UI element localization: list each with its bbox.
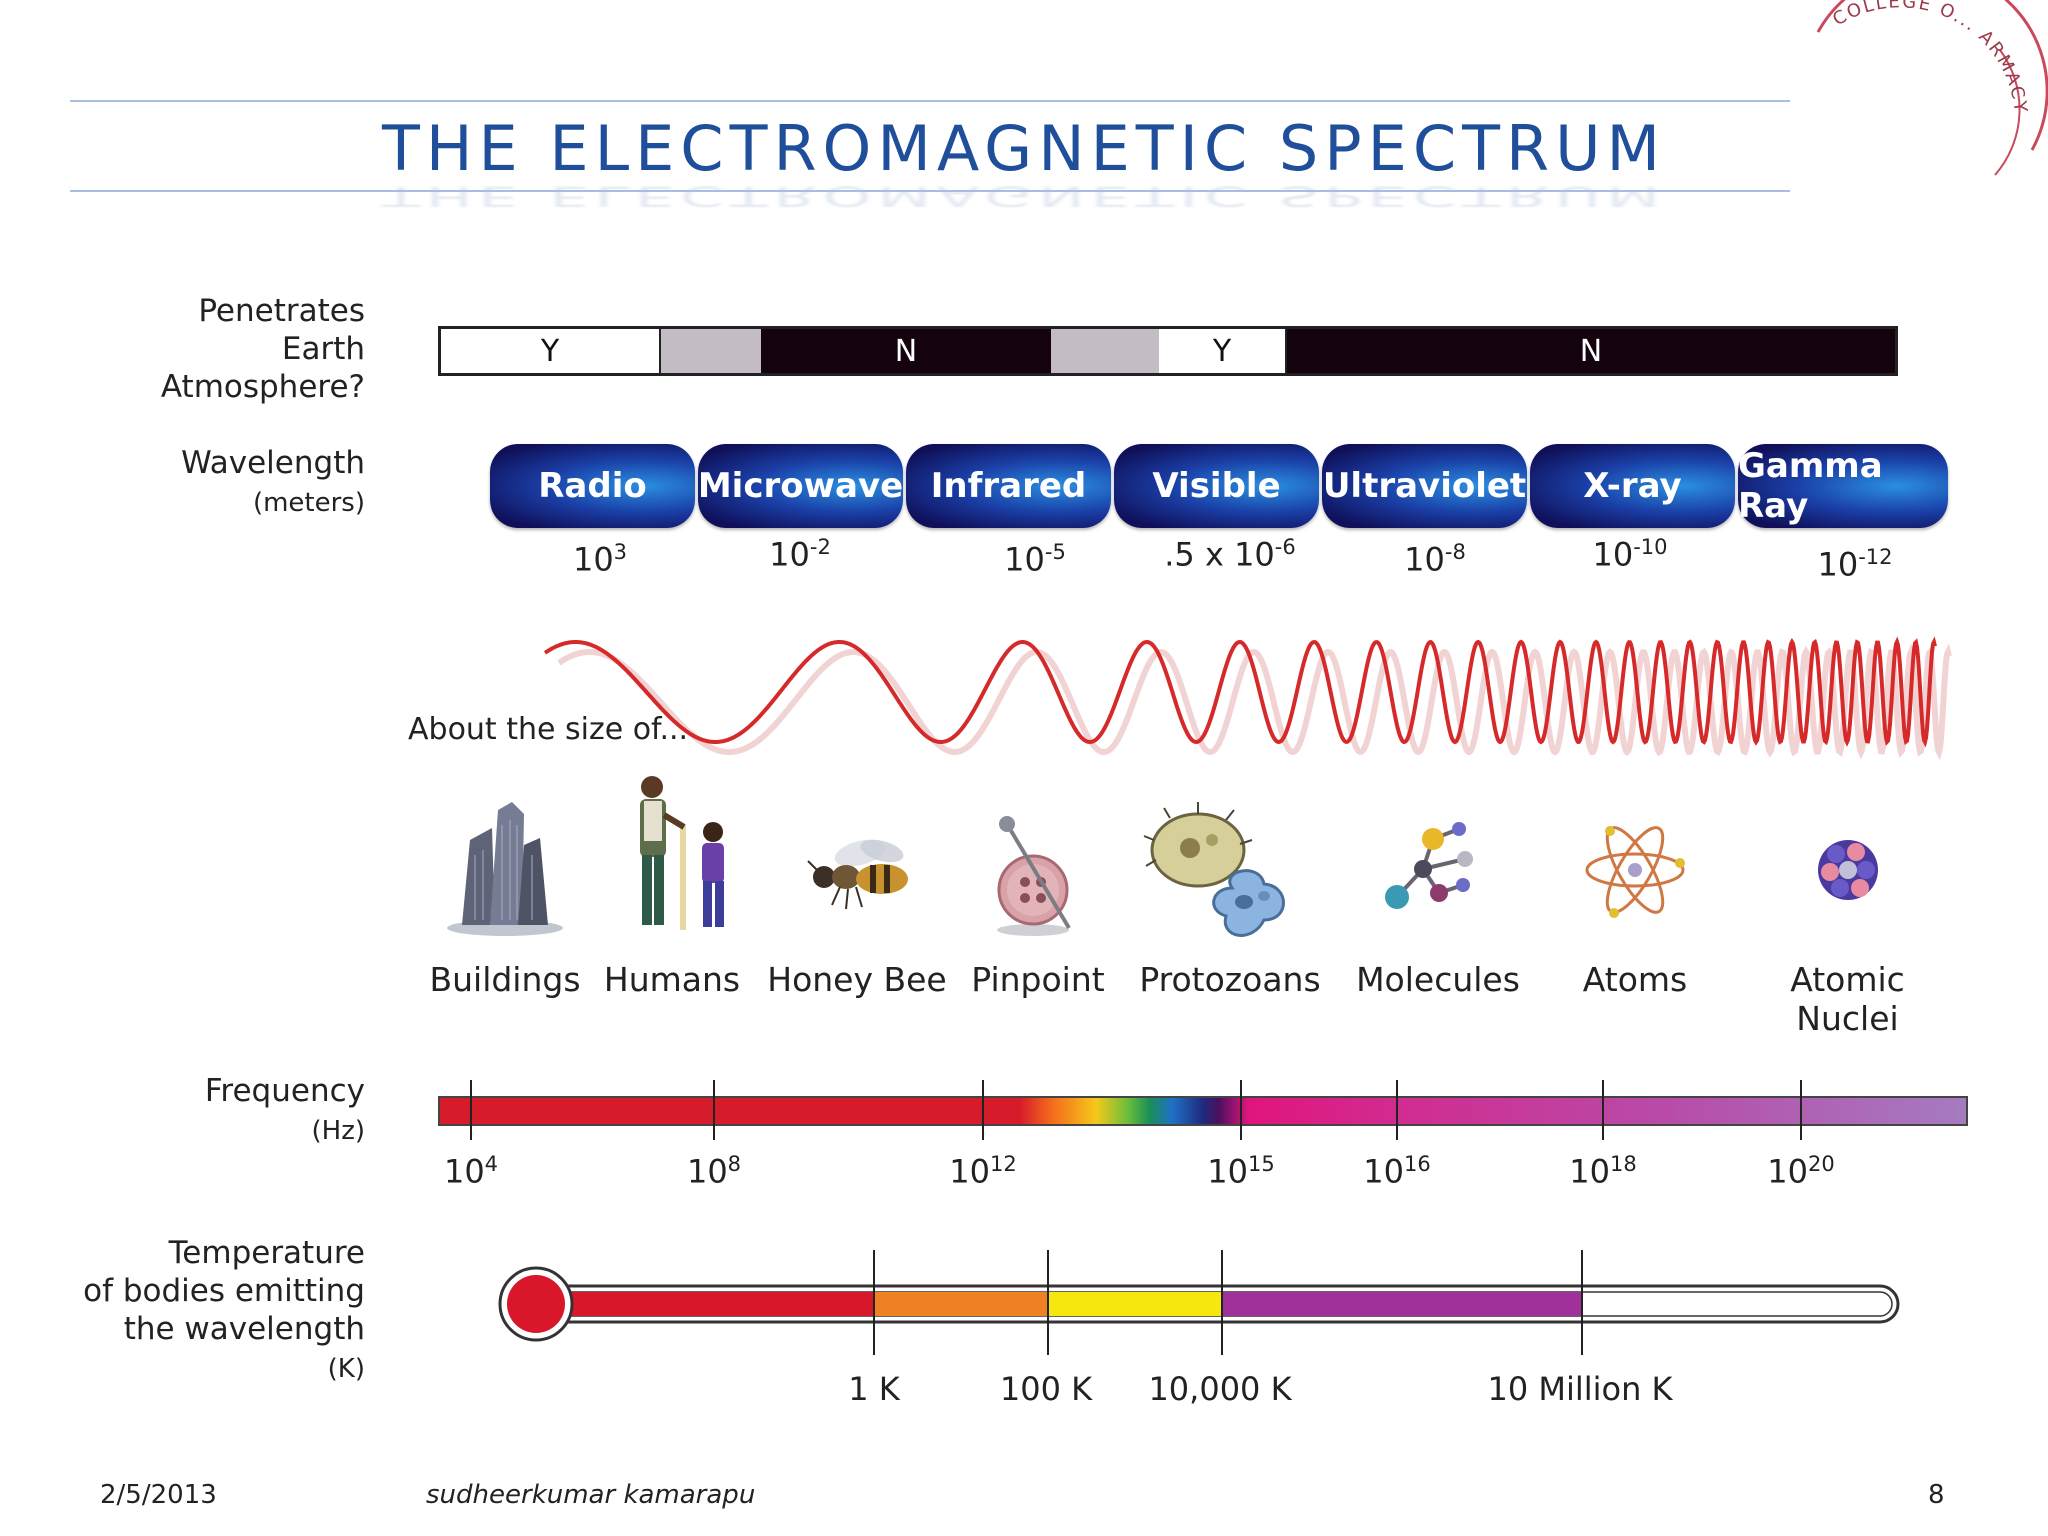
- frequency-tick: [1602, 1080, 1604, 1140]
- frequency-tick: [1396, 1080, 1398, 1140]
- college-seal-logo: COLLEGE O... ARMACY: [1816, 0, 2048, 176]
- temperature-tick: [1221, 1250, 1223, 1355]
- temperature-label: Temperature of bodies emitting the wavel…: [83, 1235, 365, 1384]
- frequency-tick: [470, 1080, 472, 1140]
- humans-icon: [640, 776, 724, 930]
- penetration-yes-radio: Y: [441, 329, 661, 373]
- object-label-buildings: Buildings: [429, 960, 581, 999]
- penetrates-label: Penetrates Earth Atmosphere?: [160, 293, 365, 405]
- temperature-tick: [1581, 1250, 1583, 1355]
- penetration-yes-visible: Y: [1159, 329, 1287, 373]
- penetration-partial-2: [1051, 329, 1159, 373]
- frequency-color-bar: [438, 1096, 1968, 1126]
- wavelength-label: Wavelength (meters): [181, 445, 365, 518]
- slide-title: THE ELECTROMAGNETIC SPECTRUM: [382, 112, 1666, 185]
- band-microwave: Microwave: [698, 444, 903, 528]
- wavelength-value-ultraviolet: 10-8: [1404, 540, 1466, 579]
- frequency-tick: [1800, 1080, 1802, 1140]
- wavelength-value-radio: 103: [572, 540, 628, 579]
- object-label-protozoans: Protozoans: [1139, 960, 1321, 999]
- frequency-value: 1015: [1207, 1152, 1275, 1191]
- temperature-value-100k: 100 K: [999, 1370, 1093, 1408]
- temperature-value-1k: 1 K: [848, 1370, 900, 1408]
- penetration-no-ir: N: [761, 329, 1051, 373]
- honey-bee-icon: [807, 839, 908, 910]
- footer-author: sudheerkumar kamarapu: [426, 1480, 756, 1510]
- frequency-value: 104: [443, 1152, 499, 1191]
- frequency-tick: [1240, 1080, 1242, 1140]
- object-label-honey-bee: Honey Bee: [767, 960, 947, 999]
- band-visible: Visible: [1114, 444, 1319, 528]
- wavelength-value-visible: .5 x 10-6: [1164, 535, 1296, 574]
- atoms-icon: [1585, 826, 1685, 918]
- title-rule-bottom: [70, 190, 1790, 192]
- frequency-label: Frequency (Hz): [204, 1073, 365, 1146]
- title-rule-top: [70, 100, 1790, 102]
- logo-text: COLLEGE O... ARMACY: [1829, 0, 2029, 115]
- object-label-humans: Humans: [603, 960, 741, 999]
- about-size-label: About the size of...: [408, 712, 689, 747]
- footer-date: 2/5/2013: [100, 1480, 217, 1510]
- band-xray: X-ray: [1530, 444, 1735, 528]
- frequency-value: 108: [686, 1152, 742, 1191]
- band-infrared: Infrared: [906, 444, 1111, 528]
- band-gamma-ray: Gamma Ray: [1738, 444, 1948, 528]
- frequency-value: 1020: [1767, 1152, 1835, 1191]
- protozoans-icon: [1143, 802, 1285, 937]
- wave-shadow: [557, 643, 1952, 761]
- penetration-bar: Y N Y N: [438, 326, 1898, 376]
- wavelength-value-microwave: 10-2: [769, 535, 831, 574]
- frequency-tick: [982, 1080, 984, 1140]
- wavelength-value-xray: 10-10: [1592, 535, 1668, 574]
- object-label-molecules: Molecules: [1356, 960, 1520, 999]
- spectrum-wave: [543, 636, 1952, 761]
- penetration-partial: [661, 329, 761, 373]
- molecules-icon: [1385, 822, 1473, 909]
- wavelength-value-gamma: 10-12: [1817, 545, 1893, 584]
- temperature-thermometer: [498, 1266, 1900, 1342]
- buildings-icon: [447, 802, 563, 936]
- penetration-no-uv: N: [1287, 329, 1895, 373]
- frequency-value: 1018: [1569, 1152, 1637, 1191]
- pinpoint-icon: [997, 816, 1071, 936]
- frequency-value: 1016: [1363, 1152, 1431, 1191]
- svg-text:COLLEGE O... ARMACY: COLLEGE O... ARMACY: [1829, 0, 2031, 115]
- frequency-tick: [713, 1080, 715, 1140]
- object-label-atomic-nuclei: Atomic Nuclei: [1790, 960, 1905, 1038]
- temperature-value-10-million-k: 10 Million K: [1487, 1370, 1673, 1408]
- frequency-value: 1012: [949, 1152, 1017, 1191]
- wave-line: [543, 636, 1937, 748]
- title-reflection: THE ELECTROMAGNETIC SPECTRUM: [382, 180, 1666, 213]
- footer-page-number: 8: [1928, 1480, 1945, 1510]
- temperature-tick: [873, 1250, 875, 1355]
- temperature-value-10000k: 10,000 K: [1148, 1370, 1292, 1408]
- object-label-atoms: Atoms: [1582, 960, 1688, 999]
- wavelength-value-infrared: 10-5: [1004, 540, 1066, 579]
- band-ultraviolet: Ultraviolet: [1322, 444, 1527, 528]
- object-label-pinpoint: Pinpoint: [971, 960, 1105, 999]
- band-radio: Radio: [490, 444, 695, 528]
- atomic-nuclei-icon: [1818, 840, 1878, 900]
- temperature-tick: [1047, 1250, 1049, 1355]
